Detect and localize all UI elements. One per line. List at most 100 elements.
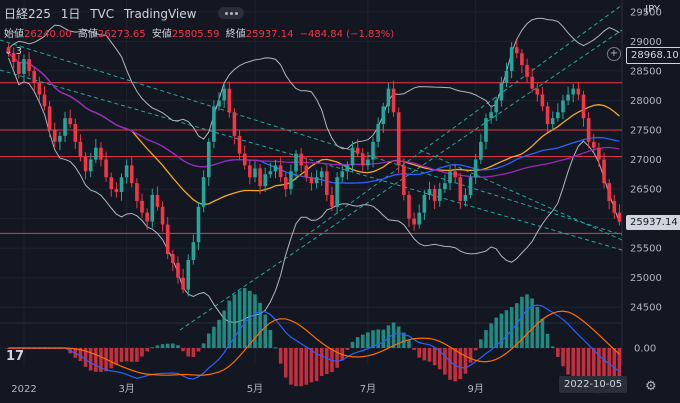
macd-histogram-bar (427, 348, 432, 362)
visibility-toggle-icon[interactable] (218, 7, 244, 19)
candle-body (222, 88, 226, 101)
macd-histogram-bar (581, 348, 586, 389)
candle-body (309, 177, 314, 184)
candle-body (576, 88, 581, 95)
candle-body (561, 100, 565, 113)
candle-body (612, 200, 617, 213)
macd-histogram-bar (171, 343, 175, 348)
macd-histogram-bar (540, 318, 545, 348)
low-value: 25805.59 (171, 29, 220, 40)
candle-body (617, 212, 622, 222)
candle-body (468, 177, 473, 195)
macd-histogram-bar (253, 294, 257, 348)
candle-body (206, 141, 211, 178)
interval-label[interactable]: 1日 (60, 7, 81, 21)
candle-body (417, 212, 422, 225)
candle-body (104, 159, 108, 178)
macd-histogram-bar (586, 348, 591, 391)
candle-body (253, 168, 257, 178)
macd-histogram-bar (432, 348, 437, 366)
candle-body (571, 88, 576, 95)
candle-body (6, 47, 11, 54)
chart-header: 日経225 1日 TVC TradingView (4, 5, 202, 22)
macd-histogram-bar (545, 333, 550, 348)
candle-body (566, 94, 570, 101)
macd-histogram-bar (520, 296, 524, 348)
macd-histogram-bar (289, 348, 293, 385)
candle-body (191, 242, 196, 260)
source-label: TVC (90, 7, 115, 21)
candle-body (509, 47, 514, 71)
candle-body (479, 141, 483, 160)
candle-body (432, 189, 437, 201)
macd-histogram-bar (509, 306, 514, 348)
macd-histogram-bar (366, 332, 370, 348)
macd-histogram-bar (371, 330, 375, 348)
candle-body (99, 147, 103, 160)
macd-histogram-bar (360, 334, 365, 348)
candle-body (391, 88, 396, 113)
change-value: −484.84 (−1.83%) (299, 29, 395, 40)
macd-histogram-bar (176, 345, 180, 348)
macd-histogram-bar (591, 348, 596, 393)
candle-body (422, 194, 427, 213)
trend-line (419, 149, 623, 241)
x-tick-label: 7月 (360, 383, 376, 395)
trend-line (179, 29, 623, 331)
candle-body (325, 171, 329, 195)
macd-histogram-bar (597, 348, 601, 394)
macd-histogram-bar (109, 348, 114, 369)
macd-histogram-bar (242, 288, 247, 348)
candle-body (489, 112, 493, 119)
macd-histogram-bar (484, 330, 488, 348)
macd-histogram-bar (499, 313, 504, 348)
candle-body (591, 141, 596, 148)
candle-body (402, 165, 406, 195)
indicator-toggle[interactable]: ⌄ 3 (4, 46, 22, 57)
candle-body (350, 147, 355, 166)
candle-body (345, 165, 350, 172)
macd-histogram-bar (602, 348, 606, 393)
macd-histogram-bar (437, 348, 442, 370)
macd-histogram-bar (314, 348, 319, 382)
macd-histogram-bar (299, 348, 303, 387)
candle-body (514, 47, 519, 54)
macd-histogram-bar (376, 329, 380, 348)
macd-histogram-bar (448, 348, 452, 380)
y-tick-label: 28000 (630, 96, 662, 107)
ohlc-readout: 始値26240.00 高値26273.65 安値25805.59 終値25937… (4, 25, 397, 40)
add-alert-icon[interactable]: + (607, 47, 621, 61)
x-tick-label: 5月 (247, 383, 263, 395)
macd-histogram-bar (283, 348, 288, 378)
macd-histogram-bar (514, 303, 519, 348)
macd-histogram-bar (160, 344, 165, 348)
candle-body (140, 200, 144, 213)
candle-body (504, 70, 509, 83)
macd-histogram-bar (381, 329, 386, 348)
candle-body (37, 82, 42, 95)
candle-body (484, 118, 488, 142)
macd-histogram-bar (83, 348, 88, 367)
candle-body (453, 171, 457, 178)
currency-label[interactable]: JPY (645, 4, 660, 15)
bollinger-lower (8, 57, 620, 323)
macd-histogram-bar (412, 348, 416, 351)
symbol-name[interactable]: 日経225 (4, 7, 51, 21)
candle-body (212, 106, 216, 142)
candle-body (73, 124, 78, 142)
macd-histogram-bar (566, 348, 570, 375)
candle-body (11, 53, 16, 63)
macd-histogram-bar (473, 348, 478, 351)
macd-line (8, 304, 620, 380)
candle-body (135, 183, 139, 201)
macd-histogram-bar (248, 290, 252, 348)
macd-histogram-bar (309, 348, 314, 383)
macd-histogram-bar (140, 348, 144, 357)
gear-icon[interactable]: ⚙ (645, 379, 657, 394)
macd-histogram-bar (319, 348, 324, 376)
tradingview-logo-icon[interactable]: 17 (6, 349, 25, 364)
macd-histogram-bar (135, 348, 139, 362)
macd-histogram-bar (479, 339, 483, 348)
candle-body (268, 171, 273, 175)
